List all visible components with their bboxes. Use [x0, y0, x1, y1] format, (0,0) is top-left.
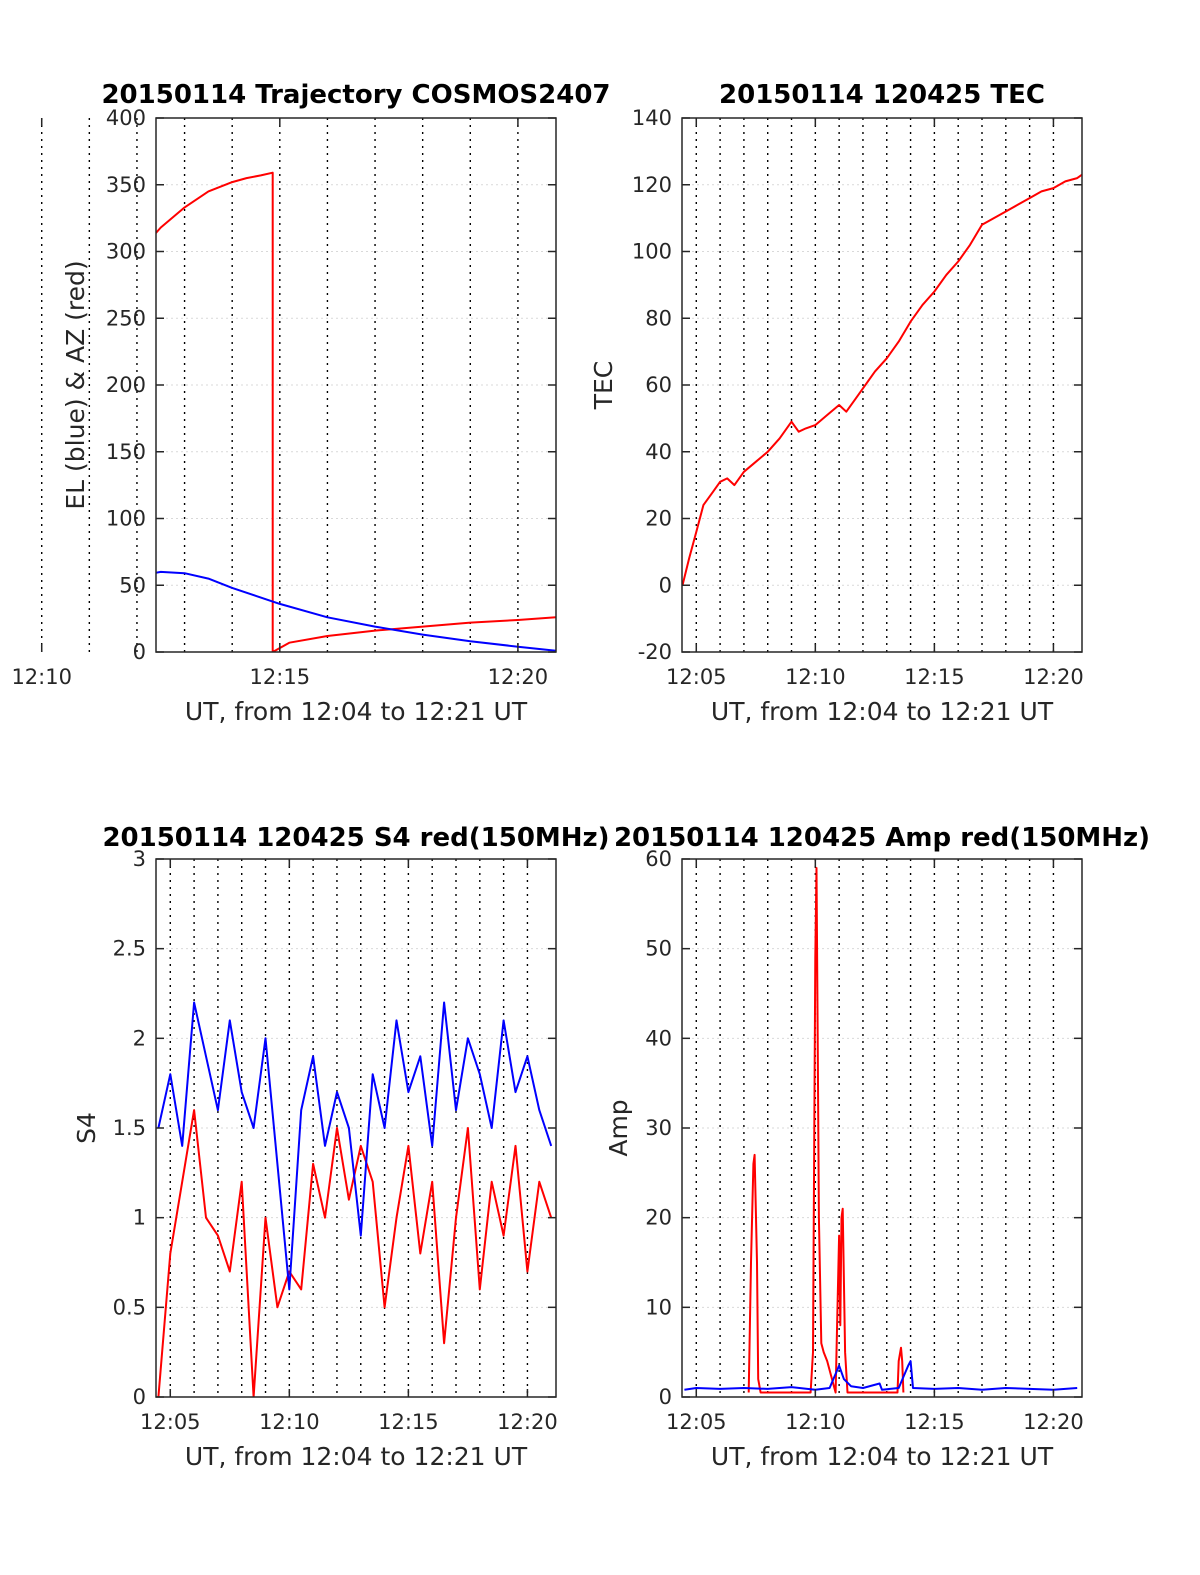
s4-ytick-label: 2 — [133, 1026, 146, 1050]
traj-ytick-label: 350 — [106, 173, 146, 197]
trajectory-panel: 20150114 Trajectory COSMOS2407 UT, from … — [11, 80, 610, 726]
tec-xtick-label: 12:05 — [666, 665, 727, 689]
s4-xtick-label: 12:05 — [140, 1410, 201, 1434]
s4-ytick-label: 1.5 — [113, 1116, 146, 1140]
tec-ytick-label: 80 — [645, 306, 672, 330]
amp-ytick-label: 50 — [645, 937, 672, 961]
amp-series-1-line — [684, 1360, 1078, 1391]
s4-ytick-label: 3 — [133, 847, 146, 871]
amp-ylabel: Amp — [604, 1099, 633, 1156]
amp-xtick-label: 12:20 — [1023, 1410, 1084, 1434]
trajectory-plot-area: 05010015020025030035040012:0512:1012:151… — [11, 106, 557, 689]
s4-plot-area: 0 0.5 1 1.5 2 2.5 3 12:05 12:10 12:15 12:20 — [113, 847, 558, 1434]
traj-ytick-label: 100 — [106, 507, 146, 531]
amp-ytick-label: 40 — [645, 1026, 672, 1050]
tec-title: 20150114 120425 TEC — [719, 80, 1045, 110]
traj-ytick-label: 50 — [119, 573, 146, 597]
tec-ytick-label: 40 — [645, 440, 672, 464]
traj-xtick-label: 12:15 — [250, 665, 311, 689]
traj-ytick-label: 400 — [106, 106, 146, 130]
tec-ytick-label: 20 — [645, 507, 672, 531]
s4-ylabel: S4 — [72, 1112, 101, 1144]
amp-panel: 20150114 120425 Amp red(150MHz) UT, from… — [604, 823, 1150, 1471]
traj-ytick-label: 250 — [106, 306, 146, 330]
amp-plot-area: 0 10 20 30 40 50 60 12:05 12:10 12:15 12:20 — [645, 847, 1083, 1434]
s4-ytick-label: 0.5 — [113, 1295, 146, 1319]
tec-panel: 20150114 120425 TEC UT, from 12:04 to 12… — [589, 80, 1084, 726]
traj-xtick-label: 12:20 — [488, 665, 549, 689]
tec-series-0-line — [682, 173, 1082, 586]
traj-ytick-label: 150 — [106, 440, 146, 464]
amp-xtick-label: 12:05 — [666, 1410, 727, 1434]
tec-ytick-label: -20 — [638, 640, 672, 664]
tec-xtick-label: 12:20 — [1023, 665, 1084, 689]
tec-ytick-label: 120 — [632, 173, 672, 197]
s4-xtick-label: 12:15 — [378, 1410, 439, 1434]
trajectory-xlabel: UT, from 12:04 to 12:21 UT — [185, 697, 528, 726]
amp-series-0-line — [747, 867, 905, 1394]
tec-xlabel: UT, from 12:04 to 12:21 UT — [711, 697, 1054, 726]
traj-series-0-line — [156, 171, 556, 652]
amp-ytick-label: 10 — [645, 1295, 672, 1319]
tec-ytick-label: 140 — [632, 106, 672, 130]
trajectory-title: 20150114 Trajectory COSMOS2407 — [101, 80, 610, 110]
amp-xtick-label: 12:15 — [904, 1410, 965, 1434]
tec-xtick-label: 12:15 — [904, 665, 965, 689]
amp-xlabel: UT, from 12:04 to 12:21 UT — [711, 1442, 1054, 1471]
tec-ytick-label: 60 — [645, 373, 672, 397]
trajectory-ylabel: EL (blue) & AZ (red) — [61, 260, 90, 509]
s4-ytick-label: 1 — [133, 1206, 146, 1230]
s4-ytick-label: 0 — [133, 1385, 146, 1409]
amp-ytick-label: 30 — [645, 1116, 672, 1140]
amp-title: 20150114 120425 Amp red(150MHz) — [614, 823, 1150, 853]
amp-ytick-label: 20 — [645, 1206, 672, 1230]
traj-ytick-label: 0 — [133, 640, 146, 664]
traj-ytick-label: 300 — [106, 240, 146, 264]
tec-ytick-label: 100 — [632, 240, 672, 264]
s4-series-1-line — [157, 1001, 553, 1291]
s4-xtick-label: 12:10 — [259, 1410, 320, 1434]
amp-xtick-label: 12:10 — [785, 1410, 846, 1434]
traj-xtick-label: 12:10 — [11, 665, 72, 689]
amp-ytick-label: 0 — [659, 1385, 672, 1409]
tec-ylabel: TEC — [589, 361, 618, 411]
tec-xtick-label: 12:10 — [785, 665, 846, 689]
s4-xlabel: UT, from 12:04 to 12:21 UT — [185, 1442, 528, 1471]
amp-ytick-label: 60 — [645, 847, 672, 871]
tec-ytick-label: 0 — [659, 573, 672, 597]
s4-xtick-label: 12:20 — [497, 1410, 558, 1434]
s4-panel: 20150114 120425 S4 red(150MHz) UT, from … — [72, 823, 610, 1471]
traj-ytick-label: 200 — [106, 373, 146, 397]
traj-series-1-line — [156, 570, 556, 652]
s4-ytick-label: 2.5 — [113, 937, 146, 961]
s4-title: 20150114 120425 S4 red(150MHz) — [102, 823, 609, 853]
tec-plot-area: -20 0 20 40 60 80 100 120 140 12:05 12:10 12:15 12:2… — [632, 106, 1084, 689]
